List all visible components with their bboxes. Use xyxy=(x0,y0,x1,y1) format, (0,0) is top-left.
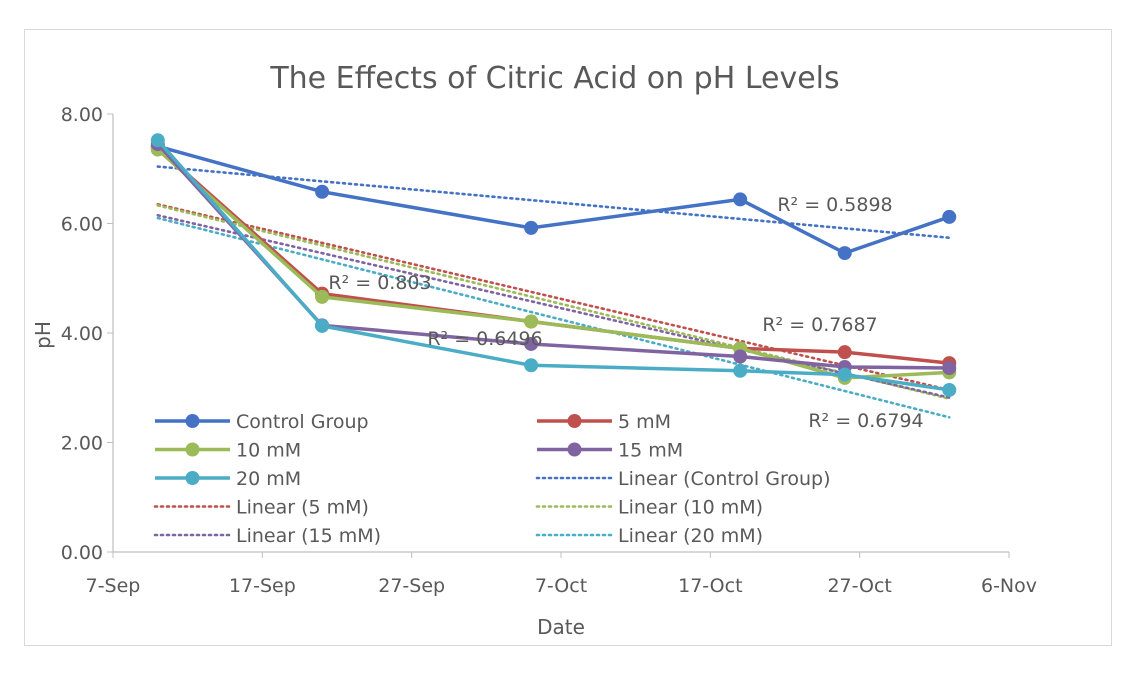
legend-label: 10 mM xyxy=(236,440,301,462)
x-tick-label: 7-Oct xyxy=(535,575,587,597)
legend-marker xyxy=(185,442,200,457)
legend-marker xyxy=(185,471,200,485)
legend-item: 10 mM xyxy=(155,440,301,462)
y-tick-label: 0.00 xyxy=(61,542,103,564)
trendline xyxy=(156,204,951,401)
r2-label: R² = 0.6496 xyxy=(427,328,542,350)
legend-item: 5 mM xyxy=(537,411,671,433)
data-point xyxy=(524,220,539,235)
legend-item: Linear (Control Group) xyxy=(535,468,830,490)
data-point xyxy=(733,363,748,378)
legend-item: Linear (15 mM) xyxy=(153,525,381,547)
y-tick-label: 2.00 xyxy=(61,433,103,455)
x-tick-label: 6-Nov xyxy=(981,575,1037,597)
data-point xyxy=(837,367,852,382)
legend-marker xyxy=(567,414,582,428)
legend-item: Control Group xyxy=(155,411,369,433)
chart-title: The Effects of Citric Acid on pH Levels xyxy=(269,61,839,96)
data-point xyxy=(315,318,330,333)
legend-item: Linear (10 mM) xyxy=(535,497,763,519)
r2-label: R² = 0.5898 xyxy=(777,194,892,216)
x-tick-label: 17-Sep xyxy=(229,575,296,597)
legend-marker xyxy=(185,414,200,428)
legend-marker xyxy=(567,442,582,457)
x-tick-label: 17-Oct xyxy=(678,575,742,597)
legend-label: Linear (5 mM) xyxy=(236,497,369,519)
data-point xyxy=(942,382,957,397)
series-group xyxy=(150,137,957,376)
legend-item: Linear (5 mM) xyxy=(153,497,369,519)
data-point xyxy=(733,192,748,207)
data-point xyxy=(315,184,330,199)
trendlines xyxy=(156,165,951,419)
series xyxy=(150,133,957,397)
series-group xyxy=(150,133,957,397)
y-tick-label: 4.00 xyxy=(61,323,103,345)
legend-item: Linear (20 mM) xyxy=(535,525,763,547)
legend-item: 20 mM xyxy=(155,468,301,490)
legend-label: Control Group xyxy=(236,411,369,433)
data-point xyxy=(524,336,539,351)
chart-frame xyxy=(24,29,1112,646)
data-point xyxy=(837,246,852,261)
r2-label: R² = 0.6794 xyxy=(808,410,923,432)
legend-label: 15 mM xyxy=(618,440,683,462)
axes: 0.00 2.00 4.00 6.00 8.00 7-Sep 17-Sep 27-Sep 7-O… xyxy=(61,104,1037,597)
y-tick-label: 6.00 xyxy=(61,214,103,236)
legend-label: Linear (15 mM) xyxy=(236,525,381,547)
data-point xyxy=(942,209,957,224)
y-axis-title: pH xyxy=(31,321,55,349)
data-point xyxy=(150,133,165,148)
legend-label: Linear (10 mM) xyxy=(618,497,763,519)
legend-label: 5 mM xyxy=(618,411,671,433)
r2-labels: R² = 0.5898 R² = 0.803 R² = 0.6496 R² = 0.7… xyxy=(328,194,923,432)
data-point xyxy=(524,314,539,329)
legend: Control Group 5 mM 10 mM 15 mM 20 mM Linear (… xyxy=(153,411,830,547)
data-point xyxy=(733,349,748,364)
legend-label: Linear (20 mM) xyxy=(618,525,763,547)
r2-label: R² = 0.803 xyxy=(328,272,431,294)
trendline xyxy=(156,213,951,399)
trendline xyxy=(156,216,951,419)
trendline xyxy=(156,165,951,240)
data-point xyxy=(524,358,539,373)
legend-label: 20 mM xyxy=(236,468,301,490)
x-tick-label: 27-Sep xyxy=(378,575,445,597)
legend-item: 15 mM xyxy=(537,440,683,462)
y-tick-label: 8.00 xyxy=(61,104,103,126)
x-tick-label: 27-Oct xyxy=(827,575,891,597)
x-tick-label: 7-Sep xyxy=(86,575,141,597)
r2-label: R² = 0.7687 xyxy=(762,314,877,336)
legend-label: Linear (Control Group) xyxy=(618,468,830,490)
data-point xyxy=(837,345,852,360)
trendline xyxy=(156,203,951,392)
data-point xyxy=(942,361,957,376)
series-line xyxy=(157,144,950,255)
series-line xyxy=(156,139,950,392)
x-axis-title: Date xyxy=(537,615,585,639)
data-point xyxy=(315,289,330,304)
